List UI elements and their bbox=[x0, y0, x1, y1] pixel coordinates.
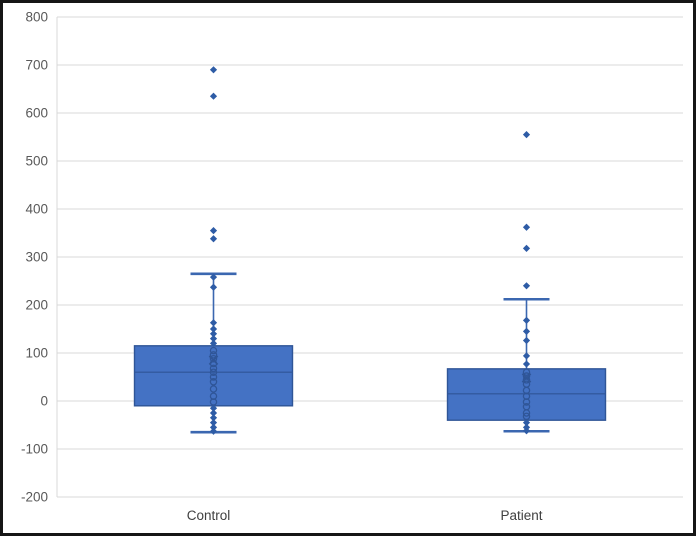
data-point bbox=[209, 273, 218, 281]
y-axis-tick-label: 700 bbox=[25, 58, 48, 73]
data-point bbox=[522, 419, 531, 427]
data-point-open bbox=[209, 364, 218, 373]
y-axis-tick-label: 0 bbox=[40, 394, 48, 409]
data-point bbox=[209, 283, 218, 291]
data-point bbox=[209, 404, 218, 412]
data-point-open bbox=[522, 368, 531, 376]
data-point bbox=[522, 360, 531, 368]
y-axis-tick-label: -200 bbox=[21, 490, 48, 505]
y-axis-tick-label: 100 bbox=[25, 346, 48, 361]
data-point bbox=[209, 227, 218, 235]
data-point bbox=[209, 319, 218, 327]
data-point bbox=[522, 223, 531, 231]
data-point bbox=[209, 92, 218, 100]
y-axis-tick-label: 300 bbox=[25, 250, 48, 265]
data-point-open bbox=[209, 373, 218, 381]
data-point bbox=[209, 235, 218, 243]
y-axis-tick-label: 500 bbox=[25, 154, 48, 169]
data-point bbox=[522, 352, 531, 360]
data-point bbox=[522, 316, 531, 324]
data-point-open bbox=[209, 346, 218, 355]
data-point-open bbox=[209, 385, 218, 393]
category-label: Control bbox=[187, 508, 231, 523]
boxplot-chart: -200 -100 0 100 200 300 400 500 600 700 800 Control… bbox=[21, 10, 683, 523]
data-point bbox=[209, 339, 218, 347]
data-point-open bbox=[209, 378, 218, 386]
data-point bbox=[209, 409, 218, 417]
data-point-open bbox=[209, 368, 218, 376]
data-point-open bbox=[522, 372, 531, 380]
data-point bbox=[522, 131, 531, 139]
data-point bbox=[209, 427, 218, 435]
mean-marker bbox=[208, 355, 219, 365]
data-point bbox=[209, 423, 218, 431]
data-point-open bbox=[522, 376, 531, 384]
data-point bbox=[209, 414, 218, 422]
data-point-open bbox=[209, 351, 218, 359]
data-point bbox=[522, 327, 531, 335]
y-axis-tick-label: 800 bbox=[25, 10, 48, 25]
data-point bbox=[209, 419, 218, 427]
data-point bbox=[522, 282, 531, 290]
category-label: Patient bbox=[500, 508, 542, 523]
data-point-open bbox=[522, 409, 531, 417]
y-axis-tick-label: -100 bbox=[21, 442, 48, 457]
data-point bbox=[209, 325, 218, 333]
data-point bbox=[522, 427, 531, 435]
data-point bbox=[209, 335, 218, 343]
data-point-open bbox=[522, 398, 531, 406]
data-point bbox=[522, 336, 531, 345]
y-axis-tick-label: 200 bbox=[25, 298, 48, 313]
data-point bbox=[209, 330, 218, 338]
data-point bbox=[522, 244, 531, 252]
mean-marker bbox=[521, 373, 532, 383]
y-axis-tick-label: 600 bbox=[25, 106, 48, 121]
data-point-open bbox=[209, 398, 218, 406]
y-axis-tick-label: 400 bbox=[25, 202, 48, 217]
data-point-open bbox=[209, 355, 218, 363]
data-point-open bbox=[522, 412, 531, 421]
data-point bbox=[209, 66, 218, 74]
